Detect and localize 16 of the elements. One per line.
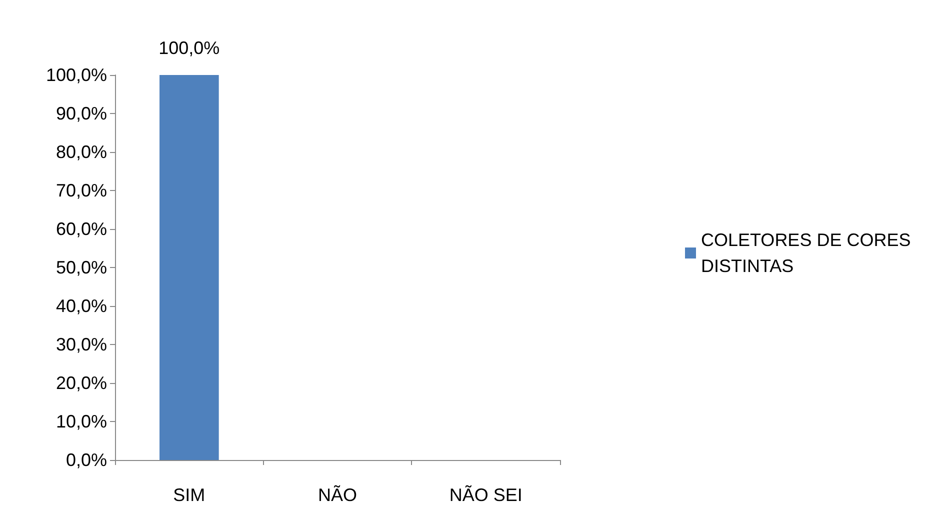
x-tick-label: NÃO SEI — [449, 485, 522, 505]
legend-label: COLETORES DE CORES DISTINTAS — [701, 230, 916, 276]
y-tick-label: 100,0% — [46, 65, 107, 85]
data-label: 100,0% — [158, 38, 220, 58]
y-tick-label: 0,0% — [66, 450, 107, 470]
y-tick-label: 50,0% — [56, 258, 107, 278]
y-tick-label: 80,0% — [56, 142, 107, 162]
y-tick-label: 40,0% — [56, 296, 107, 316]
y-tick-label: 20,0% — [56, 373, 107, 393]
y-tick-label: 90,0% — [56, 104, 107, 124]
y-tick-label: 70,0% — [56, 180, 107, 200]
y-tick-label: 10,0% — [56, 412, 107, 432]
y-tick-label: 60,0% — [56, 219, 107, 239]
x-tick-label: NÃO — [318, 485, 358, 505]
x-tick-label: SIM — [173, 485, 206, 505]
y-tick-label: 30,0% — [56, 334, 107, 354]
